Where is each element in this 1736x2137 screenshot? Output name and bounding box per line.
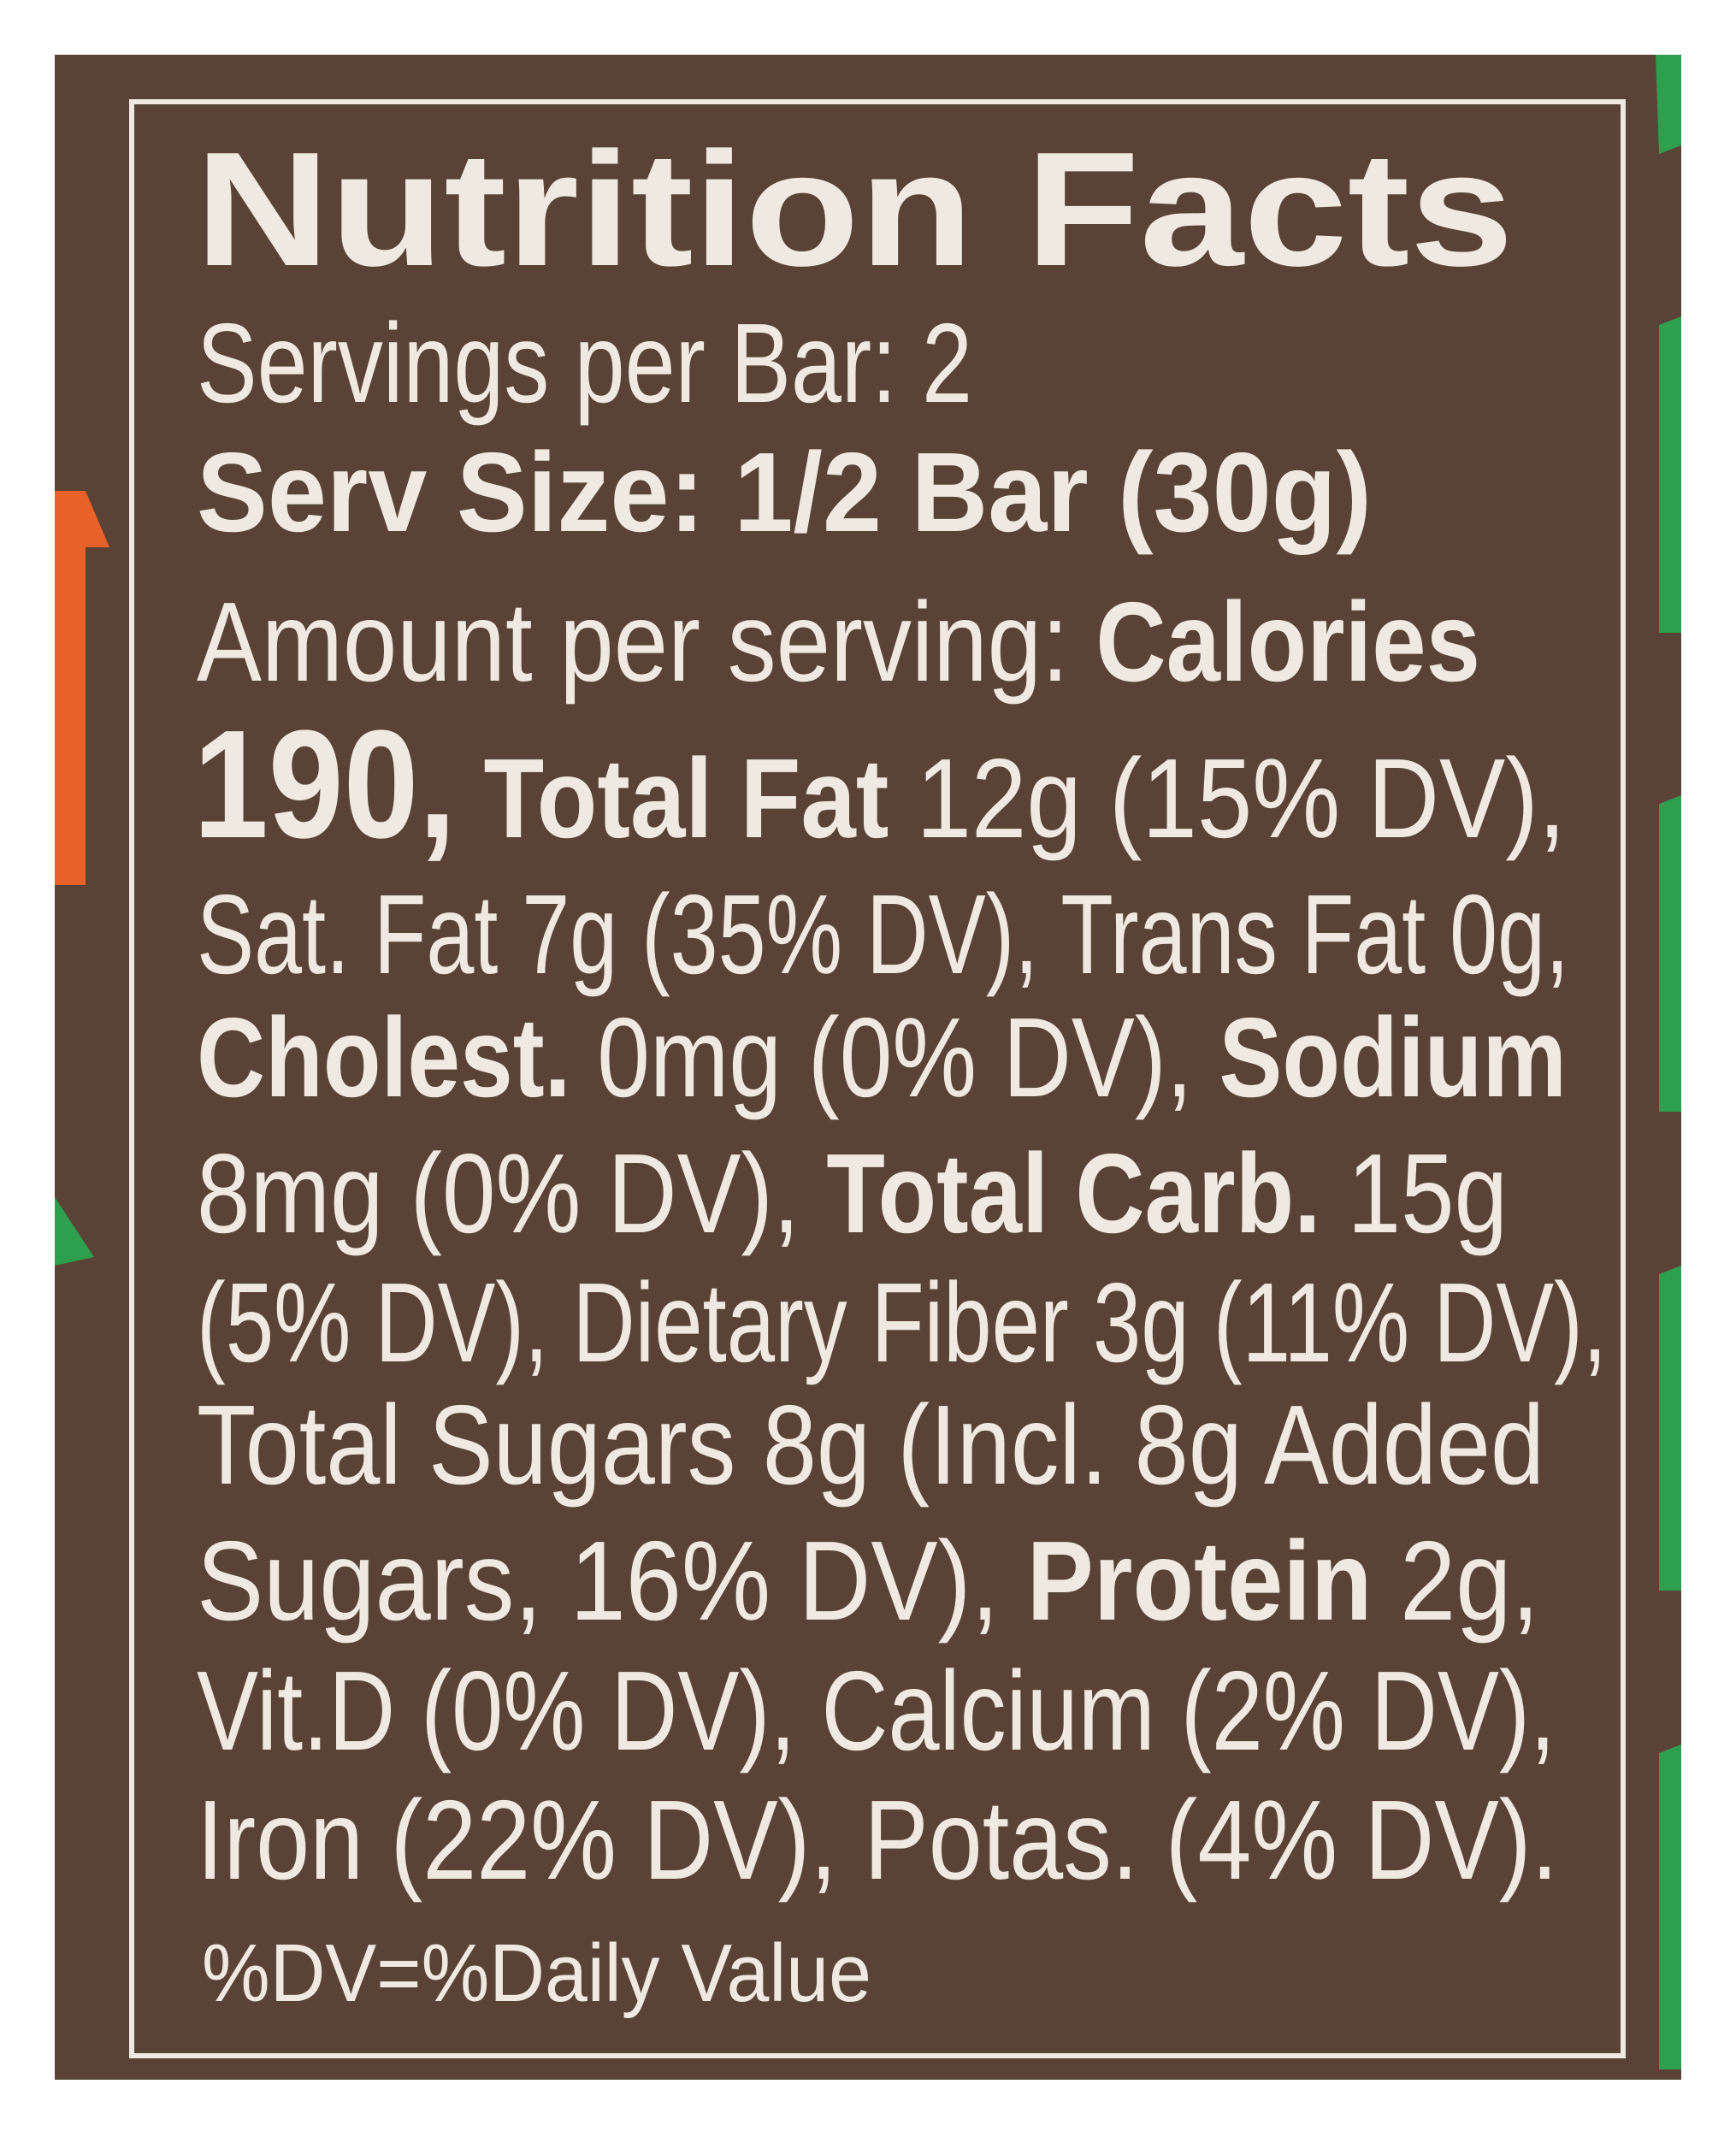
fact-line: Sat. Fat 7g (35% DV), Trans Fat 0g, xyxy=(197,871,1569,997)
green-accent xyxy=(1659,795,1681,1112)
fact-segment: Sugars, 16% DV), xyxy=(197,1518,1027,1644)
fact-segment: 0mg (0% DV), xyxy=(570,995,1219,1120)
fact-line: Amount per serving: Calories xyxy=(197,579,1480,705)
orange-accent xyxy=(55,491,109,885)
fact-segment: Sat. Fat 7g (35% DV), Trans Fat 0g, xyxy=(197,871,1569,997)
green-accent xyxy=(55,1197,94,1266)
fact-line: Servings per Bar: 2 xyxy=(197,300,972,426)
green-accent xyxy=(1659,316,1681,633)
fact-line: Vit.D (0% DV), Calcium (2% DV), xyxy=(197,1648,1556,1774)
fact-line: 8mg (0% DV), Total Carb. 15g xyxy=(197,1130,1508,1256)
fact-segment: (5% DV), Dietary Fiber 3g (11% DV), xyxy=(197,1260,1607,1385)
fact-segment: Total Sugars 8g (Incl. 8g Added xyxy=(197,1382,1544,1508)
fact-segment: Servings per Bar: 2 xyxy=(197,300,972,426)
panel xyxy=(55,55,1681,2080)
fact-line: Total Sugars 8g (Incl. 8g Added xyxy=(197,1382,1544,1508)
fact-line: (5% DV), Dietary Fiber 3g (11% DV), xyxy=(197,1260,1607,1385)
fact-segment: 190, xyxy=(193,699,456,871)
fact-segment: 2g, xyxy=(1372,1518,1539,1644)
fact-line: Sugars, 16% DV), Protein 2g, xyxy=(197,1518,1539,1644)
fact-segment: Total Fat xyxy=(456,735,889,861)
fact-segment: Protein xyxy=(1027,1518,1373,1644)
fact-segment: 12g (15% DV), xyxy=(889,735,1566,861)
fact-segment: Cholest. xyxy=(197,995,570,1120)
title: Nutrition Facts xyxy=(195,119,1514,300)
fact-segment: Calories xyxy=(1095,579,1480,705)
green-accent xyxy=(1659,1266,1681,1591)
fact-line: Serv Size: 1/2 Bar (30g) xyxy=(197,429,1372,555)
fact-segment: Amount per serving: xyxy=(197,579,1095,705)
fact-segment: 15g xyxy=(1320,1130,1508,1256)
fact-segment: Vit.D (0% DV), Calcium (2% DV), xyxy=(197,1648,1556,1774)
fact-segment: Sodium xyxy=(1219,995,1567,1120)
fact-line: Cholest. 0mg (0% DV), Sodium xyxy=(197,995,1567,1120)
fact-line: 190, Total Fat 12g (15% DV), xyxy=(193,699,1566,871)
fact-segment: Iron (22% DV), Potas. (4% DV). xyxy=(197,1777,1558,1903)
fact-segment: 8mg (0% DV), xyxy=(197,1130,826,1256)
footnote: %DV=%Daily Value xyxy=(202,1927,871,2019)
green-accent xyxy=(1656,55,1681,154)
fact-segment: Total Carb. xyxy=(826,1130,1320,1256)
green-accent xyxy=(1659,1744,1681,2069)
fact-segment: Serv Size: 1/2 Bar (30g) xyxy=(197,429,1372,555)
inner-border xyxy=(129,99,1626,2058)
fact-line: Iron (22% DV), Potas. (4% DV). xyxy=(197,1777,1558,1903)
